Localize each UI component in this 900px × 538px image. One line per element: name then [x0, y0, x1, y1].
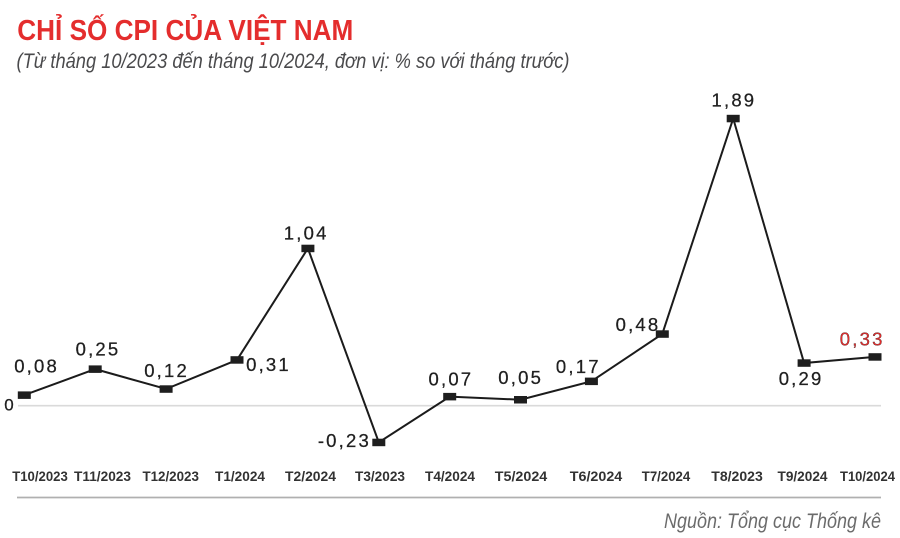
svg-text:0,29: 0,29 — [779, 368, 824, 389]
svg-text:T8/2023: T8/2023 — [711, 468, 763, 484]
svg-text:T3/2023: T3/2023 — [355, 468, 405, 484]
svg-text:T1/2024: T1/2024 — [215, 468, 265, 484]
svg-text:0,48: 0,48 — [616, 314, 661, 335]
svg-text:0,31: 0,31 — [246, 354, 291, 375]
svg-text:0,25: 0,25 — [76, 338, 121, 359]
svg-text:T7/2024: T7/2024 — [642, 468, 691, 484]
svg-text:-0,23: -0,23 — [318, 430, 371, 451]
svg-text:1,04: 1,04 — [284, 223, 329, 244]
svg-text:T6/2024: T6/2024 — [570, 468, 623, 484]
svg-text:T4/2024: T4/2024 — [425, 468, 475, 484]
svg-text:0,05: 0,05 — [498, 367, 543, 388]
svg-text:0,12: 0,12 — [144, 360, 189, 381]
svg-text:0,33: 0,33 — [840, 328, 885, 349]
svg-text:T2/2024: T2/2024 — [285, 468, 336, 484]
svg-text:T5/2024: T5/2024 — [495, 468, 548, 484]
svg-text:0,07: 0,07 — [428, 368, 473, 389]
svg-text:0: 0 — [4, 396, 13, 415]
svg-text:T10/2023: T10/2023 — [12, 468, 68, 484]
svg-text:Nguồn: Tổng cục Thống kê: Nguồn: Tổng cục Thống kê — [664, 509, 881, 533]
svg-text:T10/2024: T10/2024 — [840, 468, 895, 484]
svg-text:1,89: 1,89 — [711, 89, 756, 110]
svg-text:0,08: 0,08 — [14, 356, 59, 377]
svg-text:(Từ tháng 10/2023 đến tháng 10: (Từ tháng 10/2023 đến tháng 10/2024, đơn… — [17, 50, 570, 73]
svg-text:T9/2024: T9/2024 — [778, 468, 828, 484]
svg-text:T11/2023: T11/2023 — [74, 468, 131, 484]
svg-text:CHỈ SỐ CPI CỦA VIỆT NAM: CHỈ SỐ CPI CỦA VIỆT NAM — [17, 13, 353, 47]
svg-text:0,17: 0,17 — [556, 356, 601, 377]
svg-text:T12/2023: T12/2023 — [142, 468, 199, 484]
